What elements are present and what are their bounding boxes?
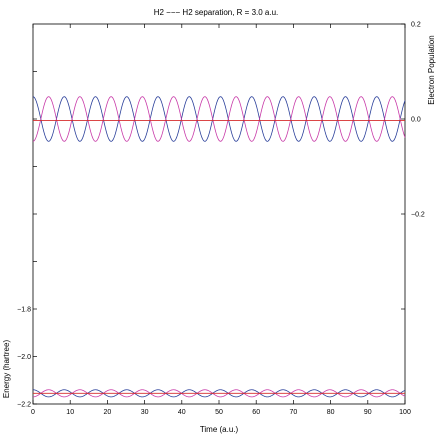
- x-tick-label: 100: [399, 409, 411, 416]
- y-axis-left: −1.8 −2.0 −2.2: [17, 71, 37, 409]
- x-axis: 0 10 20 30 40 50 60 70 80 90 100: [31, 24, 411, 416]
- y-right-tick-label: −0.2: [411, 212, 425, 219]
- y-axis-right: 0.2 0.0 −0.2: [401, 22, 425, 310]
- x-tick-label: 90: [364, 409, 372, 416]
- x-tick-label: 30: [141, 409, 149, 416]
- x-tick-label: 10: [66, 409, 74, 416]
- y-axis-right-label: Electron Population: [427, 35, 436, 104]
- x-tick-label: 0: [31, 409, 35, 416]
- y-left-tick-label: −2.2: [17, 402, 31, 409]
- x-tick-label: 70: [290, 409, 298, 416]
- series-line-3: [32, 389, 406, 398]
- x-tick-label: 50: [215, 409, 223, 416]
- x-tick-label: 80: [327, 409, 335, 416]
- series-line-1: [32, 96, 406, 142]
- x-tick-label: 60: [252, 409, 260, 416]
- y-right-tick-label: 0.0: [411, 117, 421, 124]
- series-line-4: [32, 389, 406, 398]
- chart-title: H2 −−− H2 separation, R = 3.0 a.u.: [154, 8, 279, 17]
- x-axis-label: Time (a.u.): [200, 425, 239, 434]
- y-right-tick-label: 0.2: [411, 22, 421, 29]
- y-left-tick-label: −1.8: [17, 307, 31, 314]
- y-axis-left-label: Energy (hartree): [2, 340, 11, 399]
- series-layer: [32, 96, 406, 398]
- x-tick-label: 20: [104, 409, 112, 416]
- y-left-tick-label: −2.0: [17, 354, 31, 361]
- series-line-0: [32, 96, 406, 142]
- x-tick-label: 40: [178, 409, 186, 416]
